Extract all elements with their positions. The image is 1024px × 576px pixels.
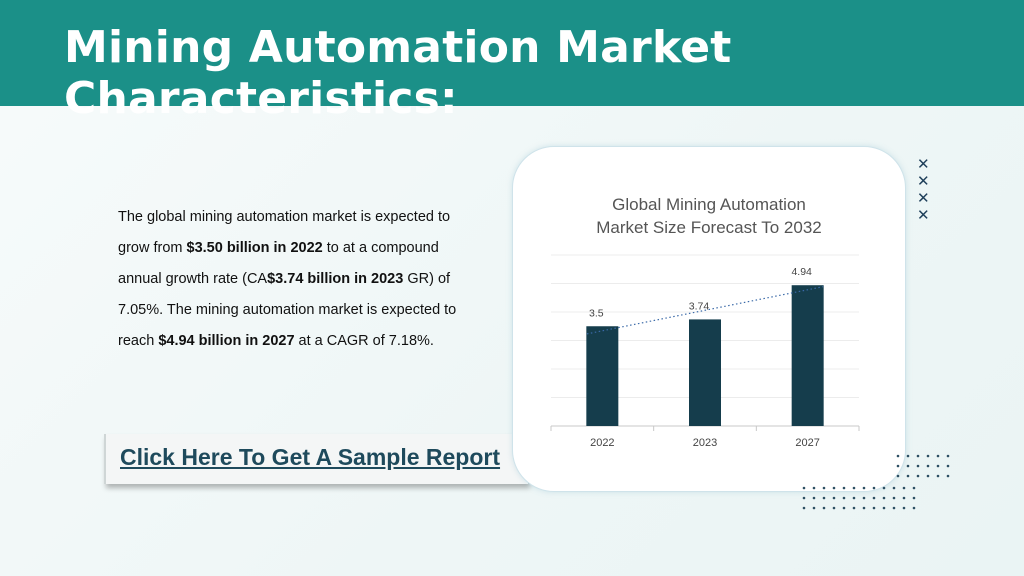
bar-chart: 2022 3.5 2023 3.74 2027 4.94 xyxy=(550,254,860,449)
page-title: Mining Automation Market Characteristics… xyxy=(64,22,732,124)
dot-icon xyxy=(862,486,866,490)
dot-icon xyxy=(902,486,906,490)
x-tick-label-2027: 2027 xyxy=(795,437,819,449)
dot-icon xyxy=(832,506,836,510)
dot-icon xyxy=(906,474,910,478)
desc-highlight-2022: $3.50 billion in 2022 xyxy=(186,240,323,256)
dot-icon xyxy=(946,454,950,458)
dot-icon xyxy=(812,486,816,490)
bar-2027 xyxy=(791,285,824,426)
dot-icon xyxy=(882,506,886,510)
dot-icon xyxy=(936,454,940,458)
dot-icon xyxy=(842,486,846,490)
dot-grid-decoration-2 xyxy=(802,486,916,510)
dot-icon xyxy=(802,496,806,500)
dot-icon xyxy=(852,486,856,490)
x-mark-icon: ✕ xyxy=(917,156,930,173)
header-banner: Mining Automation Market Characteristics… xyxy=(0,0,1024,124)
x-tick-label-2023: 2023 xyxy=(693,437,717,449)
bar-2023 xyxy=(689,319,721,426)
dot-icon xyxy=(882,486,886,490)
dot-icon xyxy=(946,474,950,478)
dot-icon xyxy=(872,486,876,490)
desc-text-2: to at a compound annual growth rate (CA xyxy=(118,240,439,287)
desc-text-1: The global mining automation market is e… xyxy=(118,209,451,256)
dot-grid-decoration-1 xyxy=(896,454,950,478)
dot-icon xyxy=(912,496,916,500)
dot-icon xyxy=(916,474,920,478)
dot-icon xyxy=(822,496,826,500)
data-label-2022: 3.5 xyxy=(589,307,604,319)
dot-icon xyxy=(892,496,896,500)
dot-icon xyxy=(946,464,950,468)
dot-icon xyxy=(902,506,906,510)
chart-title-line-1: Global Mining Automation xyxy=(612,195,806,214)
dot-icon xyxy=(802,506,806,510)
dot-icon xyxy=(896,454,900,458)
dot-icon xyxy=(896,474,900,478)
dot-icon xyxy=(896,464,900,468)
dot-icon xyxy=(832,496,836,500)
dot-icon xyxy=(916,464,920,468)
dot-icon xyxy=(926,464,930,468)
dot-icon xyxy=(852,506,856,510)
dot-icon xyxy=(912,486,916,490)
x-tick-label-2022: 2022 xyxy=(590,437,614,449)
bar-2022 xyxy=(586,326,619,426)
x-mark-icon: ✕ xyxy=(917,190,930,207)
chart-card: Global Mining Automation Market Size For… xyxy=(512,146,906,492)
dot-icon xyxy=(862,506,866,510)
desc-text-3: GR) of 7.05%. The mining automation mark… xyxy=(118,271,457,349)
dot-icon xyxy=(912,506,916,510)
dot-icon xyxy=(906,454,910,458)
x-marks-decoration: ✕ ✕ ✕ ✕ xyxy=(917,156,930,224)
x-mark-icon: ✕ xyxy=(917,207,930,224)
dot-icon xyxy=(842,506,846,510)
desc-highlight-2027: $4.94 billion in 2027 xyxy=(158,333,295,349)
dot-icon xyxy=(936,474,940,478)
dot-icon xyxy=(892,506,896,510)
data-label-2023: 3.74 xyxy=(689,300,710,312)
dot-icon xyxy=(842,496,846,500)
dot-icon xyxy=(802,486,806,490)
dot-icon xyxy=(852,496,856,500)
dot-icon xyxy=(906,464,910,468)
dot-icon xyxy=(812,506,816,510)
dot-icon xyxy=(892,486,896,490)
market-description: The global mining automation market is e… xyxy=(118,202,458,357)
dot-icon xyxy=(872,506,876,510)
dot-icon xyxy=(812,496,816,500)
dot-icon xyxy=(872,496,876,500)
desc-highlight-2023: $3.74 billion in 2023 xyxy=(267,271,404,287)
trendline xyxy=(586,286,824,335)
dot-icon xyxy=(926,474,930,478)
x-mark-icon: ✕ xyxy=(917,173,930,190)
dot-icon xyxy=(926,454,930,458)
dot-icon xyxy=(862,496,866,500)
desc-text-4: at a CAGR of 7.18%. xyxy=(294,333,434,349)
dot-icon xyxy=(822,486,826,490)
dot-icon xyxy=(832,486,836,490)
data-label-2027: 4.94 xyxy=(791,266,812,278)
dot-icon xyxy=(882,496,886,500)
dot-icon xyxy=(936,464,940,468)
dot-icon xyxy=(916,454,920,458)
chart-title: Global Mining Automation Market Size For… xyxy=(513,193,905,239)
chart-title-line-2: Market Size Forecast To 2032 xyxy=(596,218,822,237)
sample-report-box: Click Here To Get A Sample Report xyxy=(104,434,528,484)
dot-icon xyxy=(822,506,826,510)
dot-icon xyxy=(902,496,906,500)
sample-report-link[interactable]: Click Here To Get A Sample Report xyxy=(120,444,501,470)
